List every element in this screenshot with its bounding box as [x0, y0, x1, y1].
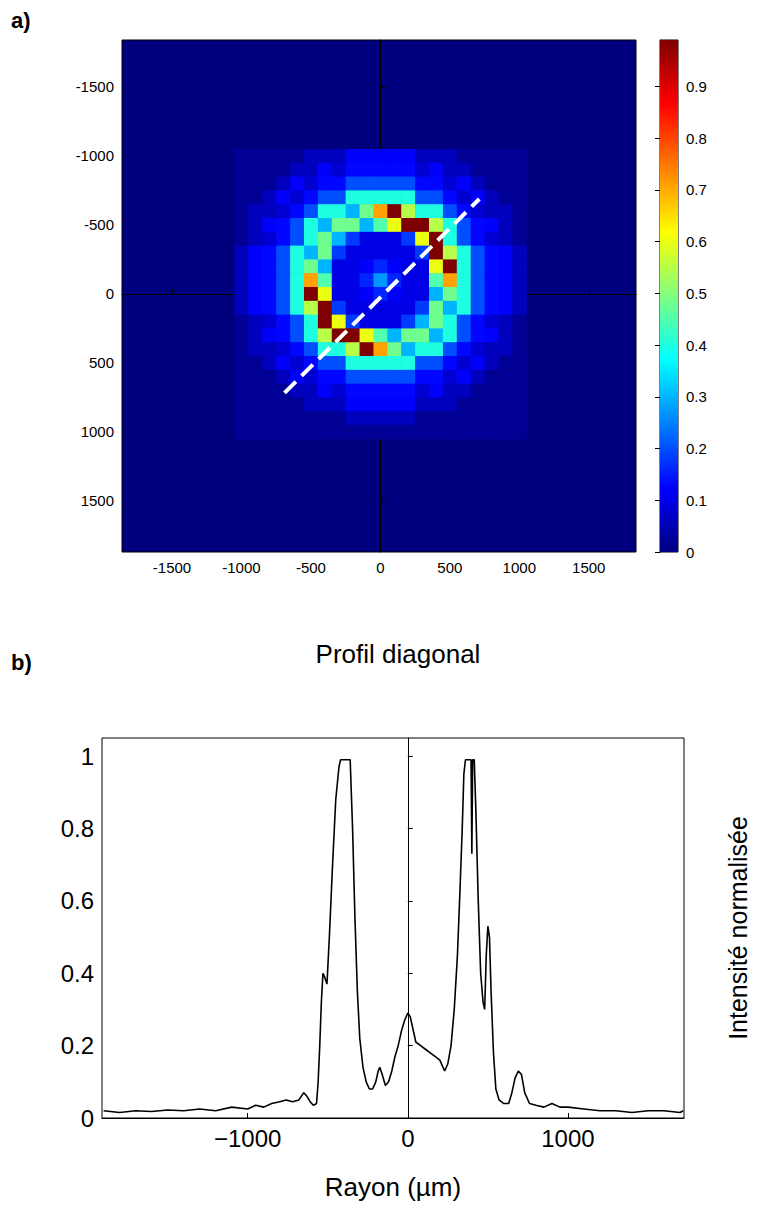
svg-text:-1000: -1000 — [76, 147, 114, 164]
svg-text:0.9: 0.9 — [686, 78, 707, 95]
svg-text:b): b) — [11, 650, 32, 675]
svg-text:0.2: 0.2 — [686, 440, 707, 457]
svg-text:-500: -500 — [84, 216, 114, 233]
svg-text:500: 500 — [89, 354, 114, 371]
svg-text:0.6: 0.6 — [686, 233, 707, 250]
svg-text:0.7: 0.7 — [686, 181, 707, 198]
svg-text:1000: 1000 — [81, 423, 114, 440]
svg-text:500: 500 — [437, 559, 462, 576]
svg-text:1000: 1000 — [541, 1125, 594, 1152]
svg-text:Rayon (µm): Rayon (µm) — [325, 1172, 461, 1202]
svg-text:-1500: -1500 — [76, 78, 114, 95]
svg-text:Intensité normalisée: Intensité normalisée — [724, 816, 752, 1040]
svg-text:0.6: 0.6 — [61, 887, 94, 914]
svg-text:Profil diagonal: Profil diagonal — [316, 639, 481, 669]
svg-text:0: 0 — [81, 1105, 94, 1132]
svg-text:-1000: -1000 — [222, 559, 260, 576]
svg-text:0: 0 — [376, 559, 384, 576]
svg-text:0.3: 0.3 — [686, 388, 707, 405]
svg-text:0.1: 0.1 — [686, 492, 707, 509]
svg-text:-500: -500 — [296, 559, 326, 576]
svg-text:-1500: -1500 — [153, 559, 191, 576]
svg-text:0.8: 0.8 — [686, 130, 707, 147]
svg-text:0: 0 — [106, 285, 114, 302]
svg-text:0: 0 — [401, 1125, 414, 1152]
svg-text:−1000: −1000 — [214, 1125, 281, 1152]
svg-text:1500: 1500 — [81, 492, 114, 509]
svg-text:1000: 1000 — [503, 559, 536, 576]
svg-text:0: 0 — [686, 544, 694, 561]
svg-text:1500: 1500 — [572, 559, 605, 576]
svg-text:0.5: 0.5 — [686, 285, 707, 302]
svg-text:1: 1 — [81, 743, 94, 770]
svg-text:0.8: 0.8 — [61, 815, 94, 842]
svg-text:0.4: 0.4 — [686, 337, 707, 354]
svg-text:0.2: 0.2 — [61, 1032, 94, 1059]
svg-text:0.4: 0.4 — [61, 960, 94, 987]
svg-text:a): a) — [11, 8, 31, 33]
